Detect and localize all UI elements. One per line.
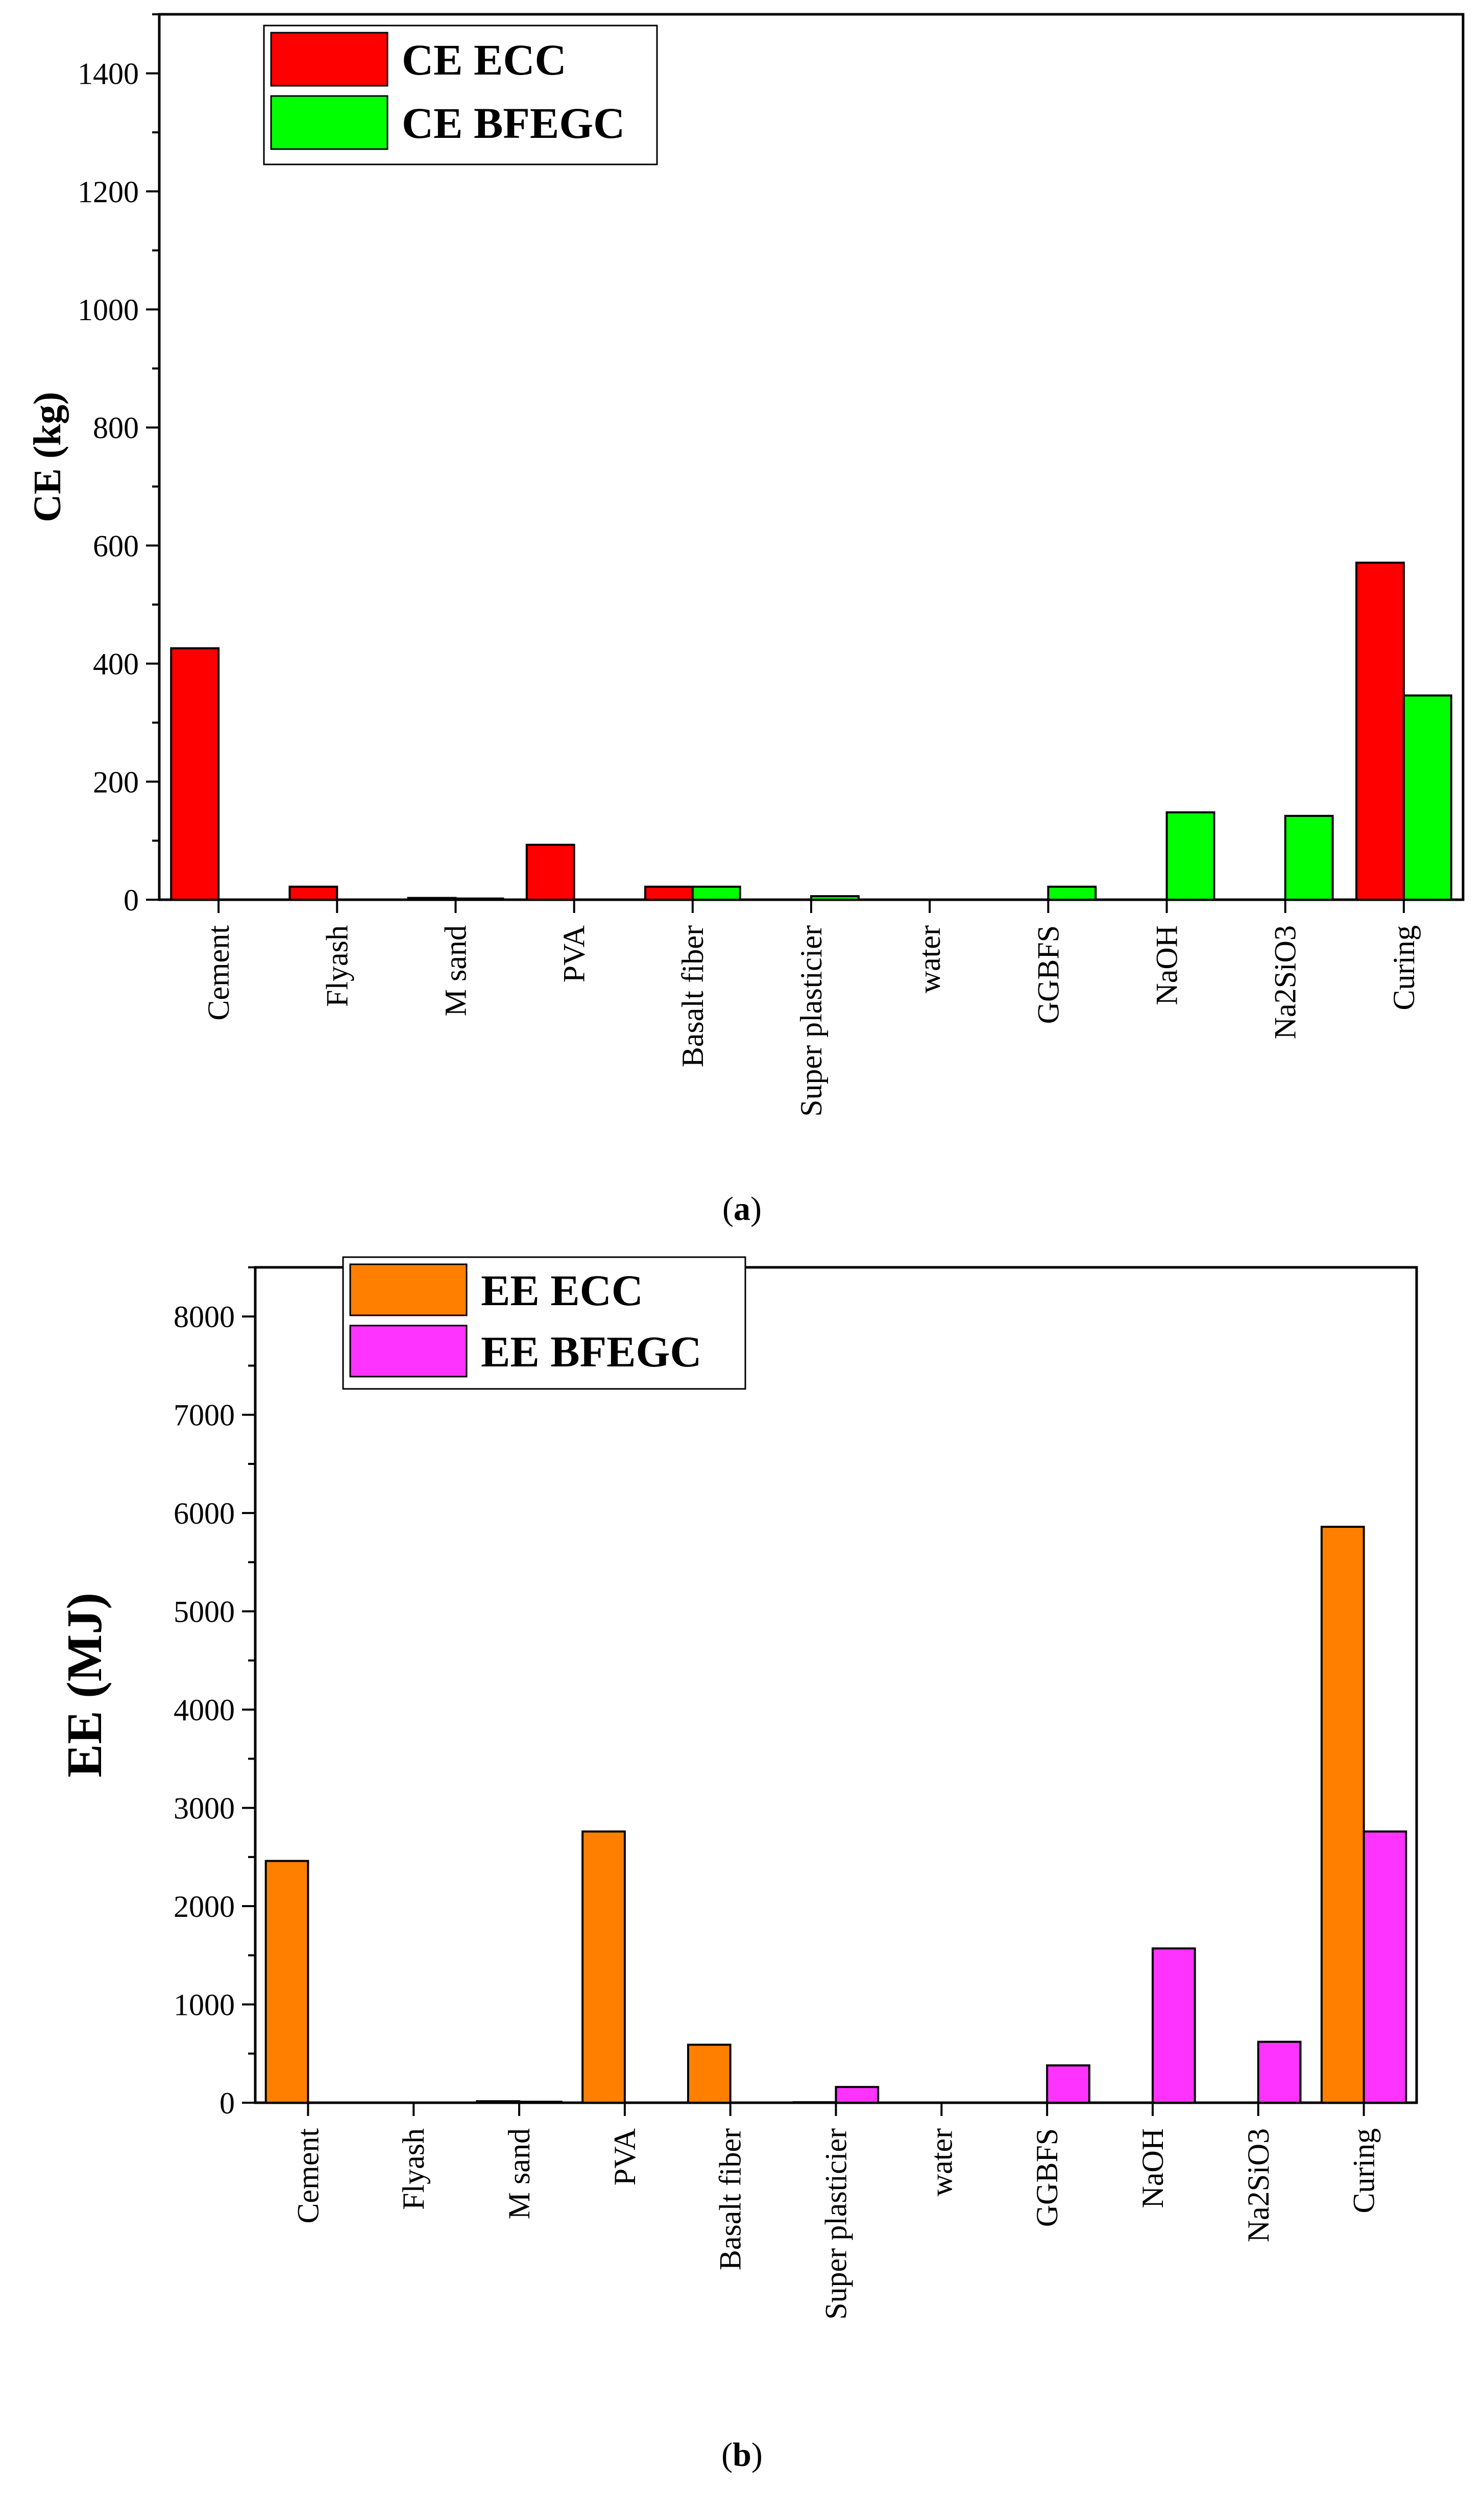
chart-a-bar-ce-ecc-cement <box>170 647 220 901</box>
chart-b-bar-ee-bfegc-m-sand <box>518 2101 563 2104</box>
chart-a-legend-swatch-ce-bfegc <box>270 95 388 150</box>
chart-a-bar-ce-ecc-flyash <box>288 885 338 901</box>
chart-a-legend-label-ce-ecc: CE ECC <box>402 35 567 84</box>
chart-a-x-tick-label-naoh: NaOH <box>1150 925 1184 1005</box>
chart-a-x-tick-label-na2sio3: Na2SiO3 <box>1269 925 1302 1039</box>
chart-b-svg: 0 1000 2000 3000 4000 5000 6000 7000 8000 EE (MJ)… <box>57 1256 1418 2320</box>
chart-b-y-tick-label-6000: 6000 <box>174 1497 235 1530</box>
caption-a: (a) <box>722 1190 762 1228</box>
chart-b-y-tick-label-0: 0 <box>220 2086 235 2120</box>
chart-b-x-tick-label-m-sand: M sand <box>502 2128 536 2219</box>
chart-b-y-tick-label-2000: 2000 <box>174 1890 235 1923</box>
chart-a-y-tick-label-600: 600 <box>93 529 139 563</box>
chart-a-legend-swatch-ce-ecc <box>270 32 388 87</box>
chart-b-bar-ee-bfegc-super-plasticier <box>835 2086 880 2104</box>
chart-b-x-tick-label-water: water <box>925 2128 958 2196</box>
chart-b-x-tick-label-cement: Cement <box>291 2128 325 2224</box>
chart-a-bar-ce-bfegc-basalt-fiber <box>691 885 741 901</box>
chart-a-x-tick-label-m-sand: M sand <box>439 925 472 1016</box>
chart-b-x-tick-label-ggbfs: GGBFS <box>1030 2128 1064 2227</box>
chart-b-x-tick-label-pva: PVA <box>608 2128 642 2185</box>
chart-a-bar-ce-ecc-m-sand <box>407 897 457 901</box>
chart-b-y-tick-label-7000: 7000 <box>174 1399 235 1432</box>
chart-a-bar-ce-bfegc-m-sand <box>454 897 504 901</box>
chart-a-y-tick-label-200: 200 <box>93 765 139 799</box>
chart-b-y-tick-label-5000: 5000 <box>174 1595 235 1629</box>
chart-a-x-tick-label-cement: Cement <box>202 925 235 1021</box>
chart-b-legend-swatch-ee-ecc <box>349 1263 468 1316</box>
chart-a-svg: 0 200 400 600 800 1000 1200 1400 CE (kg) Cement Fl… <box>26 13 1465 1117</box>
chart-b-y-tick-label-4000: 4000 <box>174 1693 235 1727</box>
chart-b-plot-frame <box>254 1266 1418 2104</box>
chart-b-y-tick-label-3000: 3000 <box>174 1792 235 1825</box>
chart-a-x-tick-label-super-plasticier: Super plasticier <box>794 925 828 1117</box>
chart-b-bar-ee-bfegc-na2sio3 <box>1257 2040 1302 2104</box>
chart-a-bar-ce-ecc-curing <box>1355 561 1405 901</box>
chart-b-x-tick-label-naoh: NaOH <box>1136 2128 1170 2208</box>
chart-a-y-tick-label-400: 400 <box>93 647 139 681</box>
chart-b-x-tick-label-flyash: Flyash <box>397 2128 430 2210</box>
chart-b-legend-swatch-ee-bfegc <box>349 1325 468 1378</box>
chart-b-bar-ee-ecc-super-plasticier <box>792 2101 837 2104</box>
caption-b: (b) <box>721 2436 763 2473</box>
chart-a-bar-ce-ecc-basalt-fiber <box>644 885 694 901</box>
figure-panel-b: 0 1000 2000 3000 4000 5000 6000 7000 8000 EE (MJ)… <box>0 1256 1484 2501</box>
chart-a-x-tick-label-curing: Curing <box>1387 925 1421 1011</box>
chart-b-y-axis-title: EE (MJ) <box>57 1593 112 1777</box>
chart-b-x-tick-label-na2sio3: Na2SiO3 <box>1242 2128 1275 2242</box>
chart-b-bar-ee-bfegc-ggbfs <box>1046 2064 1090 2104</box>
chart-b-bar-ee-ecc-basalt-fiber <box>687 2043 732 2104</box>
chart-a-legend-label-ce-bfegc: CE BFEGC <box>402 99 625 148</box>
chart-b-legend-label-ee-ecc: EE ECC <box>481 1266 643 1315</box>
chart-a-x-tick-label-basalt-fiber: Basalt fiber <box>676 925 710 1067</box>
chart-a-x-tick-label-water: water <box>913 925 946 993</box>
chart-b-bar-ee-ecc-m-sand <box>476 2100 521 2104</box>
chart-a-x-tick-label-ggbfs: GGBFS <box>1031 925 1065 1024</box>
chart-b-x-tick-label-super-plasticier: Super plasticier <box>819 2128 853 2320</box>
chart-a-bar-ce-bfegc-ggbfs <box>1047 885 1097 901</box>
chart-b-bar-ee-ecc-cement <box>264 1860 309 2104</box>
chart-a-y-axis-title: CE (kg) <box>26 392 69 522</box>
chart-b-x-tick-label-basalt-fiber: Basalt fiber <box>714 2128 747 2270</box>
chart-a-bar-ce-bfegc-curing <box>1402 694 1452 901</box>
figure-panel-a: 0 200 400 600 800 1000 1200 1400 CE (kg) Cement Fl… <box>26 13 1465 1228</box>
chart-b-bar-ee-bfegc-naoh <box>1151 1947 1196 2104</box>
chart-a-x-tick-label-flyash: Flyash <box>320 925 354 1007</box>
chart-b-x-tick-label-curing: Curing <box>1347 2128 1381 2214</box>
chart-a-bar-ce-bfegc-naoh <box>1165 811 1215 901</box>
chart-a-y-tick-label-1400: 1400 <box>78 57 139 91</box>
chart-b-bar-ee-ecc-pva <box>581 1830 626 2104</box>
chart-b-y-tick-label-1000: 1000 <box>174 1988 235 2022</box>
chart-a-x-tick-label-pva: PVA <box>557 925 591 982</box>
chart-b-bar-ee-bfegc-curing <box>1363 1830 1407 2104</box>
chart-a-bar-ce-ecc-pva <box>525 844 575 901</box>
chart-a-y-tick-label-1200: 1200 <box>78 175 139 209</box>
chart-a-y-tick-label-800: 800 <box>93 411 139 445</box>
chart-a-bar-ce-bfegc-na2sio3 <box>1284 814 1334 901</box>
chart-b-bar-ee-ecc-curing <box>1320 1526 1365 2104</box>
chart-a-bar-ce-bfegc-super-plasticier <box>810 895 860 901</box>
chart-a-y-tick-label-1000: 1000 <box>78 293 139 327</box>
chart-b-legend-label-ee-bfegc: EE BFEGC <box>481 1327 701 1376</box>
chart-b-y-tick-label-8000: 8000 <box>174 1300 235 1334</box>
chart-a-y-tick-label-0: 0 <box>124 883 139 917</box>
